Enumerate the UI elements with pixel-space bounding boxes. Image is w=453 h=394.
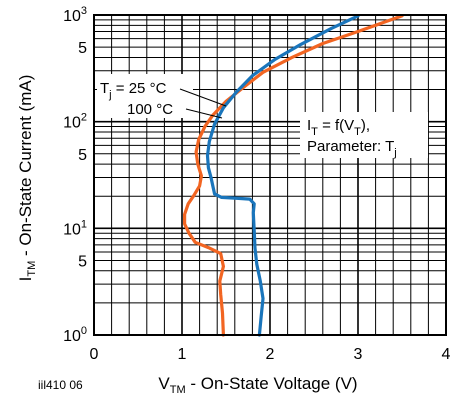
y-tick-label: 5	[78, 147, 87, 164]
x-tick-label: 0	[90, 346, 99, 363]
x-tick-label: 2	[266, 346, 275, 363]
grid-lines	[94, 15, 446, 335]
function-label-background	[300, 112, 428, 158]
plot-frame	[93, 14, 447, 336]
chart-curves	[183, 14, 404, 337]
tj-100-leader-line	[185, 108, 223, 119]
x-axis-title: VTM - On-State Voltage (V)	[158, 374, 357, 394]
y-tick-labels: 100 5 101 5 102 5 103	[63, 5, 87, 345]
y-tick-label: 5	[78, 40, 87, 57]
temperature-label-background	[97, 74, 193, 118]
tj-25-label: Tj = 25 °C	[100, 80, 167, 101]
y-tick-label: 102	[63, 112, 87, 132]
parameter-label: Parameter: Tj	[307, 138, 397, 159]
tj-100-label: 100 °C	[127, 101, 173, 118]
y-tick-label: 5	[78, 253, 87, 270]
temperature-annotation: Tj = 25 °C 100 °C	[97, 74, 227, 119]
y-tick-label: 103	[63, 5, 87, 25]
x-tick-label: 4	[442, 346, 451, 363]
x-tick-label: 1	[178, 346, 187, 363]
x-tick-labels: 0 1 2 3 4	[90, 346, 451, 363]
tj-25-leader-line	[179, 88, 227, 107]
function-annotation: IT = f(VT), Parameter: Tj	[300, 112, 428, 159]
y-tick-label: 101	[63, 218, 87, 238]
series-line-tj-100	[205, 14, 360, 337]
y-tick-label: 100	[63, 325, 87, 345]
function-label: IT = f(VT),	[307, 117, 370, 138]
y-axis-title: ITM - On-State Current (mA)	[16, 75, 38, 282]
series-line-tj-25	[183, 14, 404, 337]
figure-id: iil410 06	[38, 378, 83, 392]
x-tick-label: 3	[354, 346, 363, 363]
